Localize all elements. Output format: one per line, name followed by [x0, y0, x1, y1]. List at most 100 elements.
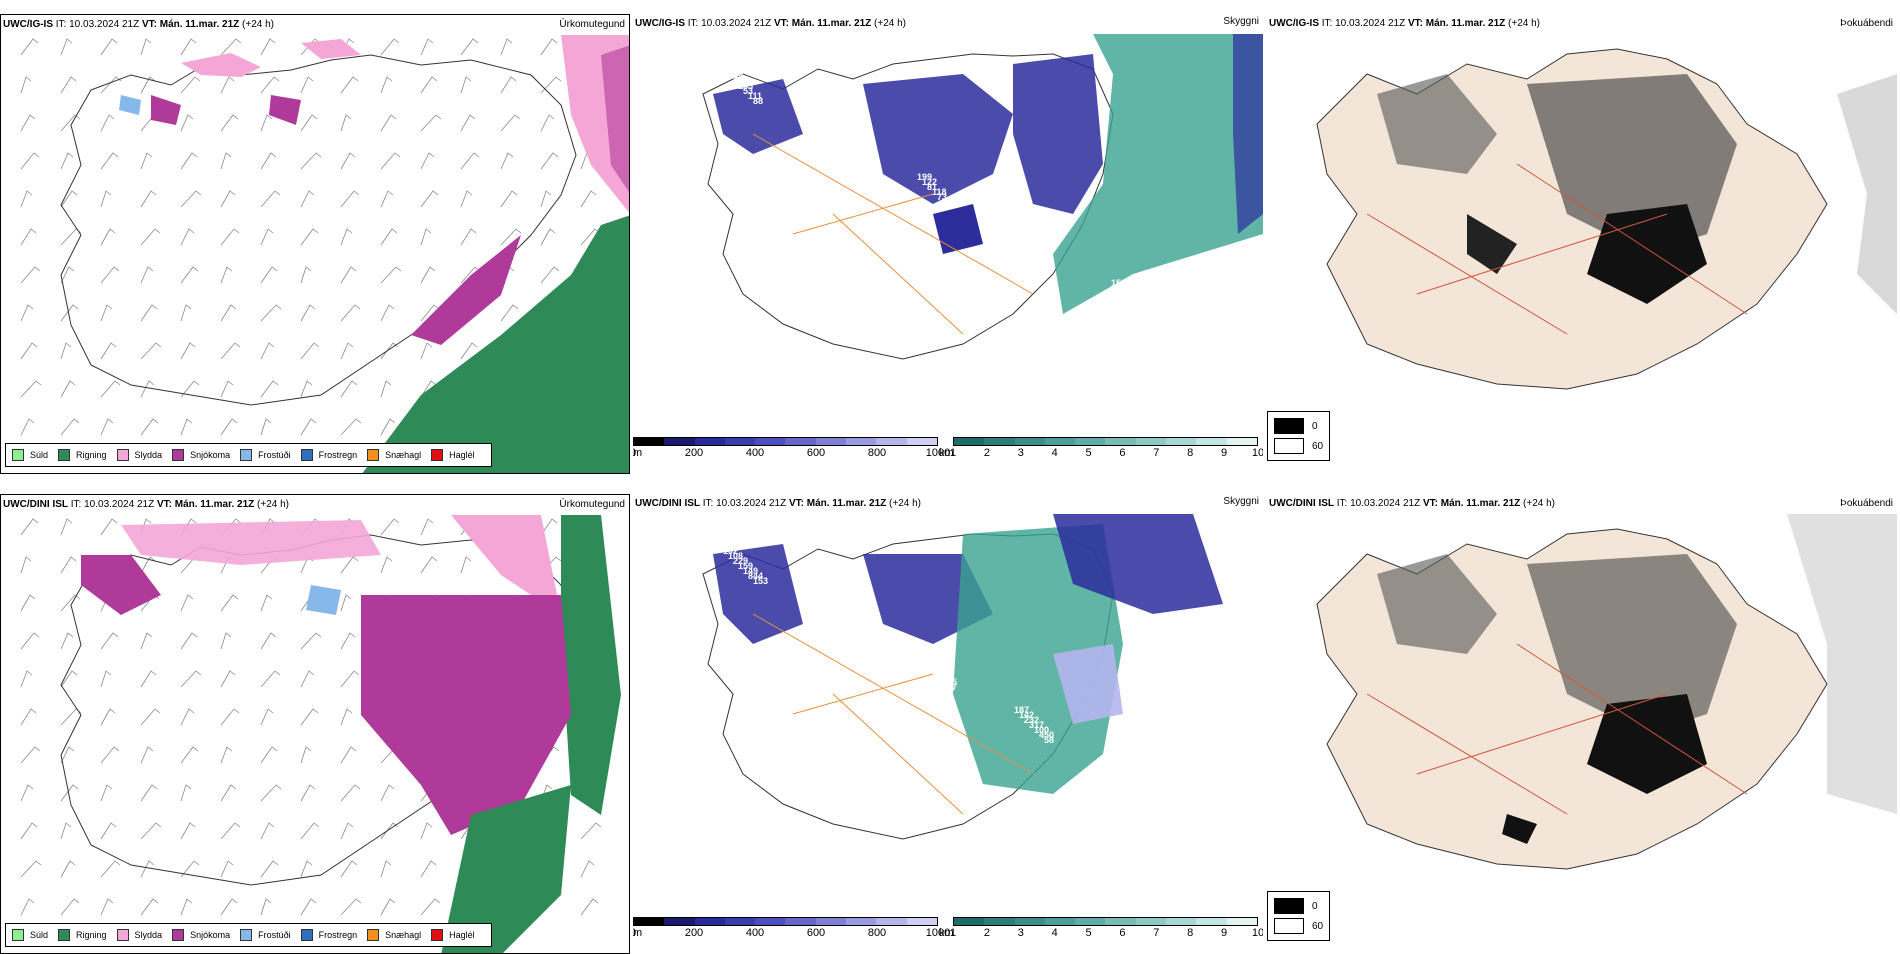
- unit-m: m: [633, 927, 643, 939]
- wind-barb: [100, 418, 114, 436]
- legend-swatch: [240, 929, 253, 941]
- fog-legend-swatch: [1274, 918, 1304, 934]
- visibility-value-label: 278: [825, 604, 840, 614]
- visibility-value-label: 73: [937, 192, 947, 202]
- wind-barb: [180, 746, 199, 764]
- wind-barb: [140, 708, 161, 726]
- wind-barb: [180, 342, 196, 360]
- wind-barb: [540, 190, 552, 208]
- legend-swatch: [431, 449, 444, 461]
- wind-barb: [20, 342, 38, 360]
- wind-barb: [140, 76, 156, 94]
- wind-barb: [420, 518, 434, 536]
- wind-barb: [300, 670, 315, 688]
- wind-barb: [340, 860, 358, 878]
- legend-label: Snjókoma: [190, 450, 231, 460]
- wind-barb: [180, 380, 200, 398]
- wind-barb: [20, 594, 36, 612]
- legend-swatch: [12, 449, 24, 461]
- visibility-value-label: 141: [1121, 768, 1136, 778]
- visibility-value-label: 72: [1111, 758, 1121, 768]
- wind-barb: [60, 114, 81, 132]
- wind-barb: [60, 784, 79, 802]
- unit-m: m: [633, 447, 643, 459]
- visibility-value-label: 154: [830, 609, 845, 619]
- wind-barb: [420, 342, 433, 360]
- legend-label: Frostregn: [318, 930, 358, 940]
- wind-barb: [20, 418, 35, 436]
- wind-barb: [340, 632, 356, 650]
- wind-barb: [460, 38, 479, 56]
- scale-tick-label: 0: [633, 447, 636, 459]
- wind-barb: [180, 114, 194, 132]
- wind-barb: [60, 76, 77, 94]
- fog-map: [1316, 514, 1897, 870]
- visibility-value-label: 100: [1034, 725, 1049, 735]
- wind-barb: [420, 190, 439, 208]
- precip-type-legend: Súld Rigning Slydda Snjókoma Frostúði Frostre…: [5, 923, 492, 947]
- visibility-value-label: 120: [1131, 298, 1146, 308]
- fog-legend-label: 0: [1312, 420, 1318, 432]
- wind-barb: [60, 38, 73, 56]
- wind-barb: [20, 266, 41, 284]
- wind-barb: [220, 670, 236, 688]
- scale-tick-label: 5: [1085, 927, 1092, 939]
- wind-barb: [500, 76, 517, 94]
- fog-legend-swatch: [1274, 898, 1304, 914]
- wind-barb: [60, 670, 78, 688]
- visibility-value-label: 88: [753, 96, 763, 106]
- wind-barb: [20, 556, 32, 574]
- visibility-value-label: 129: [1019, 230, 1034, 240]
- wind-barb: [180, 304, 192, 322]
- wind-barb: [220, 228, 240, 246]
- wind-barb: [20, 38, 39, 56]
- precip-type-panel-bottom: UWC/DINI ISL IT: 10.03.2024 21Z VT: Mán.…: [0, 494, 630, 954]
- wind-barb: [540, 76, 562, 94]
- wind-barb: [380, 556, 393, 574]
- scale-tick-label: 10: [1251, 447, 1263, 459]
- wind-barb: [220, 594, 239, 612]
- wind-barb: [140, 822, 162, 840]
- wind-barb: [380, 860, 392, 878]
- wind-barb: [300, 304, 316, 322]
- wind-barb: [140, 860, 155, 878]
- visibility-value-label: 139: [835, 614, 850, 624]
- wind-barb: [100, 114, 115, 132]
- legend-item: Haglél: [431, 929, 475, 941]
- wind-barb: [20, 632, 40, 650]
- wind-barb: [140, 342, 162, 360]
- wind-barb: [260, 708, 274, 726]
- wind-barb: [340, 898, 362, 916]
- fog-legend-label: 60: [1312, 440, 1324, 452]
- scale-tick-label: 600: [806, 927, 826, 939]
- legend-item: Súld: [12, 929, 48, 941]
- visibility-value-label: 90: [1039, 250, 1049, 260]
- wind-barb: [20, 304, 34, 322]
- wind-barb: [220, 152, 232, 170]
- legend-label: Rigning: [76, 930, 107, 940]
- wind-barb: [220, 898, 238, 916]
- visibility-value-label: 146: [1116, 763, 1131, 773]
- wind-barb: [380, 190, 394, 208]
- wind-barb: [300, 76, 314, 94]
- wind-barb: [260, 228, 274, 246]
- visibility-value-label: 124: [1121, 288, 1136, 298]
- legend-swatch: [300, 449, 313, 461]
- scale-tick-label: 1000: [925, 447, 951, 459]
- wind-barb: [340, 418, 362, 436]
- wind-barb: [220, 76, 235, 94]
- wind-barb: [260, 152, 277, 170]
- wind-barb: [100, 708, 116, 726]
- wind-barb: [20, 898, 35, 916]
- wind-barb: [340, 708, 353, 726]
- wind-barb: [100, 822, 117, 840]
- visibility-value-label: 175: [937, 672, 952, 682]
- wind-barb: [180, 670, 202, 688]
- wind-barb: [20, 518, 39, 536]
- panel-header: UWC/IG-IS IT: 10.03.2024 21Z VT: Mán. 11…: [1269, 18, 1540, 29]
- wind-barb: [500, 304, 519, 322]
- wind-barb: [300, 342, 320, 360]
- wind-barb: [220, 114, 239, 132]
- scale-tick-label: 200: [684, 447, 704, 459]
- wind-barb: [100, 38, 118, 56]
